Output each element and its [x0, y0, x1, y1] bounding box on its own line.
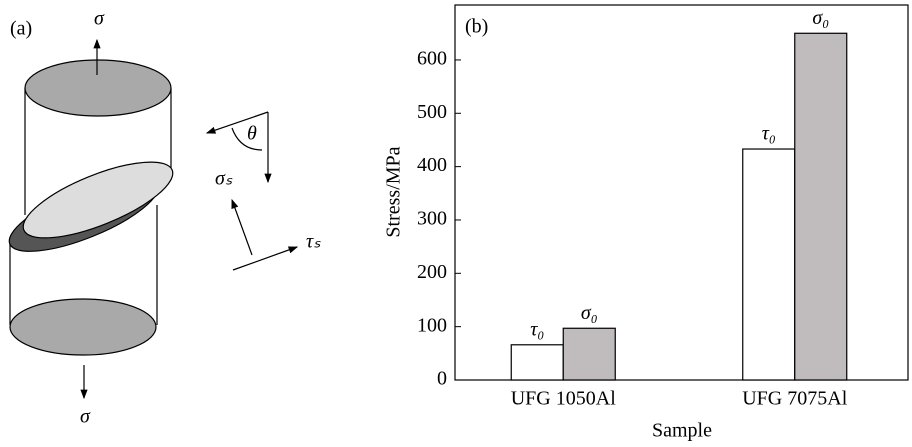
y-tick-label: 200: [417, 261, 447, 283]
bar-series-label: τ₀: [530, 318, 544, 340]
bar: [795, 33, 847, 380]
panel-a-diagram: [1, 40, 297, 398]
y-axis-label: Stress/MPa: [383, 146, 405, 237]
x-axis-label: Sample: [652, 420, 712, 442]
theta-label: θ: [247, 123, 257, 145]
bar-series-label: τ₀: [762, 123, 776, 145]
bar: [743, 149, 795, 380]
y-tick-label: 100: [417, 314, 447, 336]
figure: (a) σ σ θ σₛ τₛ 0 100 200 300 400 500 600 (b) Sa…: [0, 0, 912, 447]
tau-s-label: τₛ: [306, 231, 321, 253]
sigma-label: σ: [80, 406, 91, 428]
bar-series-label: σ₀: [812, 7, 829, 29]
sigma-s-label: σₛ: [215, 168, 233, 190]
panel-label: (a): [10, 18, 32, 40]
y-tick-label: 400: [417, 154, 447, 176]
panel-label: (b): [465, 16, 488, 38]
bar-series-label: σ₀: [581, 302, 598, 324]
sigma-label: σ: [94, 8, 105, 30]
chart: 0 100 200 300 400 500 600 (b) Sample Stress/MPa UF…: [383, 5, 908, 442]
y-tick-label: 0: [437, 368, 447, 390]
x-tick-label: UFG 7075Al: [742, 388, 847, 410]
bar: [563, 328, 615, 380]
y-tick-label: 300: [417, 208, 447, 230]
bar: [511, 345, 563, 380]
y-tick-label: 600: [417, 48, 447, 70]
x-tick-label: UFG 1050Al: [511, 388, 616, 410]
y-tick-label: 500: [417, 101, 447, 123]
